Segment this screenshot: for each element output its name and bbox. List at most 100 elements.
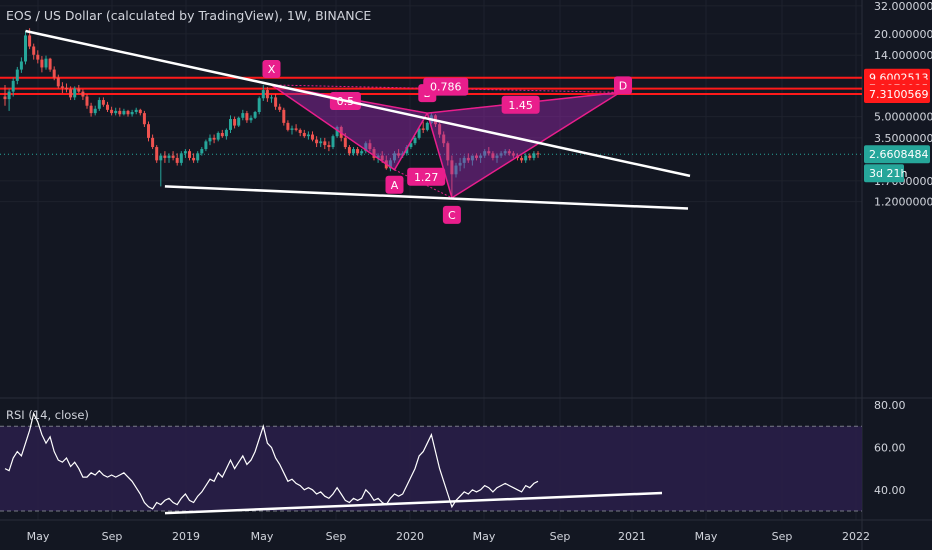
candle-body [106, 104, 109, 110]
candle-body [319, 141, 323, 144]
price-label-bg [864, 84, 930, 103]
candle-body [511, 153, 515, 156]
trendline-upper [25, 29, 691, 178]
candle-body [179, 153, 183, 163]
candle-body [479, 155, 483, 158]
candle-body [19, 61, 23, 70]
pattern-point-d: D [614, 76, 632, 95]
price-label-text: 2.6608484 [869, 148, 929, 161]
price-label-bg [864, 145, 930, 164]
candle-body [442, 134, 446, 144]
candle-body [405, 147, 409, 154]
candle-body [216, 132, 220, 140]
candle-body [265, 90, 269, 99]
countdown-text: 3d 21h [869, 167, 907, 180]
candle-body [409, 143, 413, 148]
candle-body [36, 54, 40, 60]
candle-body [220, 132, 224, 137]
candle-body [101, 100, 105, 105]
pattern-point-a: A [385, 175, 404, 194]
price-tick-label: 1.2000000 [874, 196, 932, 209]
candle-body [483, 151, 487, 156]
candle-body [224, 129, 228, 137]
pattern-point-c: C [442, 205, 461, 224]
time-tick-label: 2021 [618, 530, 646, 543]
candle-body [257, 98, 261, 112]
candle-body [270, 97, 273, 99]
candle-body [3, 96, 7, 100]
candle-body [167, 155, 171, 158]
time-tick-label: Sep [102, 530, 123, 543]
pattern-point-d-bg [614, 76, 632, 95]
pattern-point-c-text: C [448, 209, 456, 222]
rsi-tick-label: 40.00 [874, 484, 906, 497]
candle-body [245, 113, 249, 121]
price-label: 2.6608484 [864, 145, 930, 164]
candle-body [380, 155, 384, 161]
candle-body [425, 122, 429, 130]
candle-body [24, 35, 27, 62]
countdown-bg [864, 164, 904, 183]
time-tick-label: May [473, 530, 496, 543]
pattern-point-a-text: A [391, 179, 399, 192]
rsi-line [4, 411, 539, 510]
pattern-ratio-0-text: 0.786 [430, 81, 462, 94]
candle-body [134, 109, 138, 112]
candle-body [507, 151, 511, 154]
candle-body [118, 110, 122, 115]
price-label-text: 7.3100569 [869, 88, 929, 101]
candle-body [417, 128, 421, 138]
time-tick-label: Sep [772, 530, 793, 543]
candle-body [311, 134, 314, 140]
candle-body [499, 153, 503, 156]
candle-body [323, 141, 327, 146]
candle-body [155, 147, 159, 161]
pattern-ratio-3-text: 1.27 [414, 171, 439, 184]
candle-body [261, 90, 265, 99]
candle-body [32, 46, 36, 55]
candle-body [208, 137, 212, 142]
candle-body [450, 160, 454, 175]
candle-body [77, 88, 81, 92]
candle-body [397, 153, 401, 156]
pattern-ratio-2: 1.45 [501, 95, 540, 114]
pattern-point-a-bg [385, 175, 404, 194]
candle-body [60, 86, 64, 88]
pattern-ratio-3-bg [407, 167, 446, 186]
pattern-ratio-2-bg [501, 95, 540, 114]
candle-body [274, 97, 278, 107]
candle-body [376, 155, 380, 158]
candle-body [536, 153, 540, 155]
candle-body [73, 88, 77, 98]
candle-body [241, 113, 245, 118]
candle-body [229, 119, 232, 130]
candle-body [147, 124, 150, 138]
candle-body [393, 153, 396, 161]
candle-body [372, 149, 376, 158]
rsi-tick-label: 60.00 [874, 441, 906, 454]
candle-body [253, 111, 257, 118]
candle-body [237, 117, 241, 126]
candle-body [212, 137, 216, 140]
candle-body [495, 155, 499, 158]
candle-body [81, 91, 85, 97]
candle-body [352, 149, 355, 154]
candle-body [196, 153, 200, 161]
candle-body [343, 137, 347, 148]
candle-body [458, 162, 462, 166]
pattern-point-x-text: X [268, 63, 276, 76]
candle-body [233, 119, 237, 126]
candles [3, 28, 540, 198]
candle-body [89, 105, 93, 114]
trendline-lower [164, 185, 689, 210]
candle-body [188, 151, 191, 158]
trendlines [25, 29, 691, 210]
price-tick-label: 20.0000000 [874, 28, 932, 41]
time-tick-label: 2022 [842, 530, 870, 543]
pattern-ac-line [394, 169, 453, 199]
candle-body [192, 157, 196, 161]
time-tick-label: May [695, 530, 718, 543]
